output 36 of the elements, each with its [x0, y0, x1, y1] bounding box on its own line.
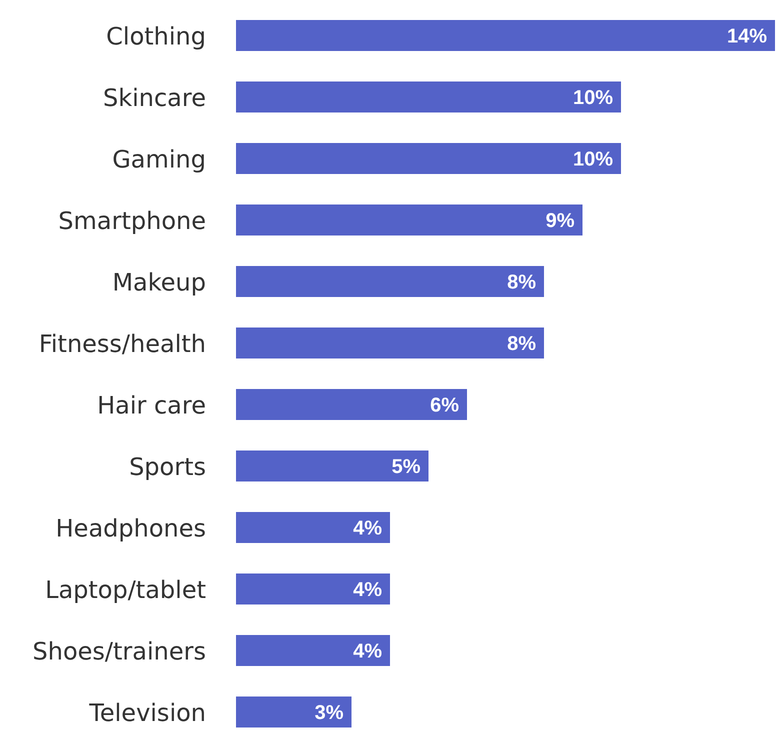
bar: [236, 328, 544, 358]
data-label: 10%: [572, 148, 614, 170]
y-tick-label: Skincare: [102, 84, 206, 112]
bar: [236, 266, 544, 297]
bar: [236, 204, 582, 236]
y-tick-label: Smartphone: [58, 206, 206, 235]
bar: [236, 389, 467, 420]
bar: [236, 450, 428, 482]
bar: [236, 82, 621, 112]
y-tick-label: Television: [88, 698, 206, 727]
data-label: 10%: [572, 87, 614, 109]
bar: [236, 635, 390, 666]
y-tick-label: Sports: [129, 452, 206, 481]
y-tick-label: Laptop/tablet: [45, 576, 206, 604]
bar: [236, 512, 390, 543]
y-tick-label: Fitness/health: [38, 330, 206, 358]
bar: [236, 696, 352, 728]
data-label: 4%: [353, 640, 382, 662]
data-label: 9%: [546, 210, 575, 232]
data-label: 8%: [507, 333, 536, 355]
y-tick-label: Clothing: [106, 22, 206, 50]
data-label: 4%: [353, 579, 382, 601]
y-tick-label: Hair care: [97, 391, 206, 420]
bar: [236, 143, 621, 174]
y-tick-label: Headphones: [56, 514, 206, 542]
data-label: 3%: [314, 702, 344, 724]
y-tick-label: Gaming: [112, 145, 206, 174]
data-label: 8%: [507, 272, 536, 294]
y-tick-label: Makeup: [112, 268, 206, 296]
bar: [236, 20, 775, 51]
y-tick-label: Shoes/trainers: [32, 637, 206, 666]
data-label: 6%: [430, 394, 460, 416]
data-label: 4%: [353, 518, 382, 540]
data-label: 5%: [392, 456, 421, 478]
data-label: 14%: [726, 26, 768, 48]
bar: [236, 574, 390, 604]
